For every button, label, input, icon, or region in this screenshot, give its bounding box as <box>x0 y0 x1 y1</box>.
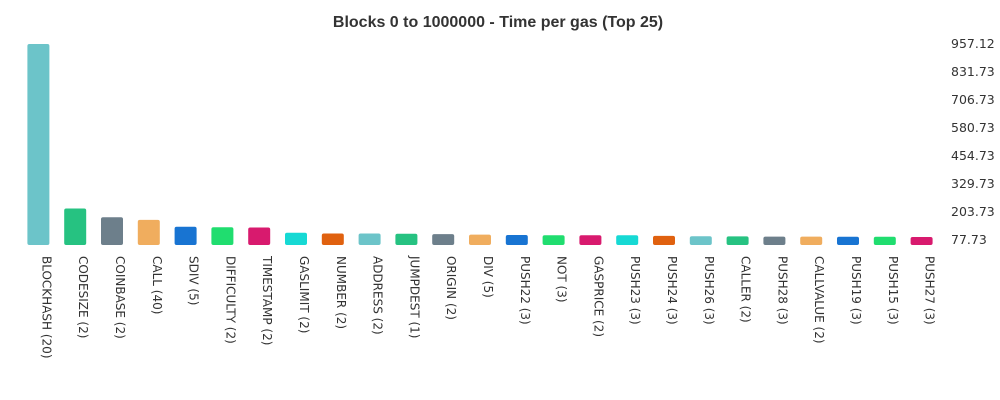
x-axis: BLOCKHASH (20) CODESIZE (2) COINBASE (2) CA… <box>39 255 936 359</box>
y-tick-label: 454.73 <box>951 148 995 163</box>
y-tick-label: 957.12 <box>951 36 995 51</box>
y-tick-label: 329.73 <box>951 176 995 191</box>
x-tick-label: SDIV (5) <box>187 256 201 305</box>
bar-not[interactable] <box>542 235 565 245</box>
x-tick-label: PUSH22 (3) <box>518 256 532 325</box>
y-tick-label: 203.73 <box>951 204 995 219</box>
x-tick-label: CALL (40) <box>150 256 164 314</box>
bar-push26[interactable] <box>689 236 712 245</box>
x-tick-label: PUSH19 (3) <box>849 256 863 325</box>
bar-jumpdest[interactable] <box>395 233 418 245</box>
x-tick-label: DIFFICULTY (2) <box>223 256 237 344</box>
bar-push22[interactable] <box>505 235 528 245</box>
bar-sdiv[interactable] <box>174 226 197 245</box>
x-tick-label: CALLVALUE (2) <box>812 256 826 344</box>
bar-push15[interactable] <box>873 236 896 245</box>
x-tick-label: DIV (5) <box>481 256 495 298</box>
x-tick-label: NUMBER (2) <box>334 256 348 329</box>
y-tick-label: 77.73 <box>951 232 987 247</box>
x-tick-label: PUSH27 (3) <box>923 256 937 325</box>
x-tick-label: GASLIMIT (2) <box>297 256 311 333</box>
x-tick-label: ADDRESS (2) <box>371 256 385 335</box>
x-tick-label: BLOCKHASH (20) <box>39 256 53 359</box>
bar-callvalue[interactable] <box>800 236 823 245</box>
bar-push24[interactable] <box>653 235 675 245</box>
bar-gaslimit[interactable] <box>285 232 307 245</box>
bar-difficulty[interactable] <box>211 227 234 245</box>
y-tick-label: 706.73 <box>951 92 995 107</box>
bar-push19[interactable] <box>837 236 859 245</box>
x-tick-label: JUMPDEST (1) <box>407 255 421 339</box>
bar-div[interactable] <box>469 234 491 245</box>
x-tick-label: COINBASE (2) <box>113 256 127 339</box>
x-tick-label: PUSH23 (3) <box>628 256 642 325</box>
bar-call[interactable] <box>137 219 160 245</box>
bar-number[interactable] <box>321 233 344 246</box>
bar-push28[interactable] <box>763 236 786 245</box>
x-tick-label: TIMESTAMP (2) <box>260 255 274 345</box>
chart-title: Blocks 0 to 1000000 - Time per gas (Top … <box>333 14 663 31</box>
bar-push23[interactable] <box>616 235 639 245</box>
y-tick-label: 831.73 <box>951 64 995 79</box>
x-tick-label: PUSH24 (3) <box>665 256 679 325</box>
x-tick-label: ORIGIN (2) <box>444 256 458 320</box>
bar-origin[interactable] <box>432 234 455 245</box>
bar-gasprice[interactable] <box>579 235 602 245</box>
y-tick-label: 580.73 <box>951 120 995 135</box>
x-tick-label: PUSH15 (3) <box>886 256 900 325</box>
x-tick-label: CALLER (2) <box>739 256 753 323</box>
x-tick-label: NOT (3) <box>555 256 569 303</box>
bars-group <box>27 44 933 246</box>
x-tick-label: PUSH26 (3) <box>702 256 716 325</box>
bar-codesize[interactable] <box>64 208 87 246</box>
y-axis: 957.12 831.73 706.73 580.73 454.73 329.73 203.… <box>951 36 995 247</box>
x-tick-label: CODESIZE (2) <box>76 256 90 338</box>
bar-caller[interactable] <box>726 236 749 245</box>
x-tick-label: PUSH28 (3) <box>775 256 789 325</box>
bar-address[interactable] <box>358 233 381 246</box>
bar-blockhash[interactable] <box>27 44 50 245</box>
bar-coinbase[interactable] <box>101 217 123 245</box>
bar-timestamp[interactable] <box>248 227 271 246</box>
bar-push27[interactable] <box>910 237 933 245</box>
x-tick-label: GASPRICE (2) <box>591 256 605 337</box>
